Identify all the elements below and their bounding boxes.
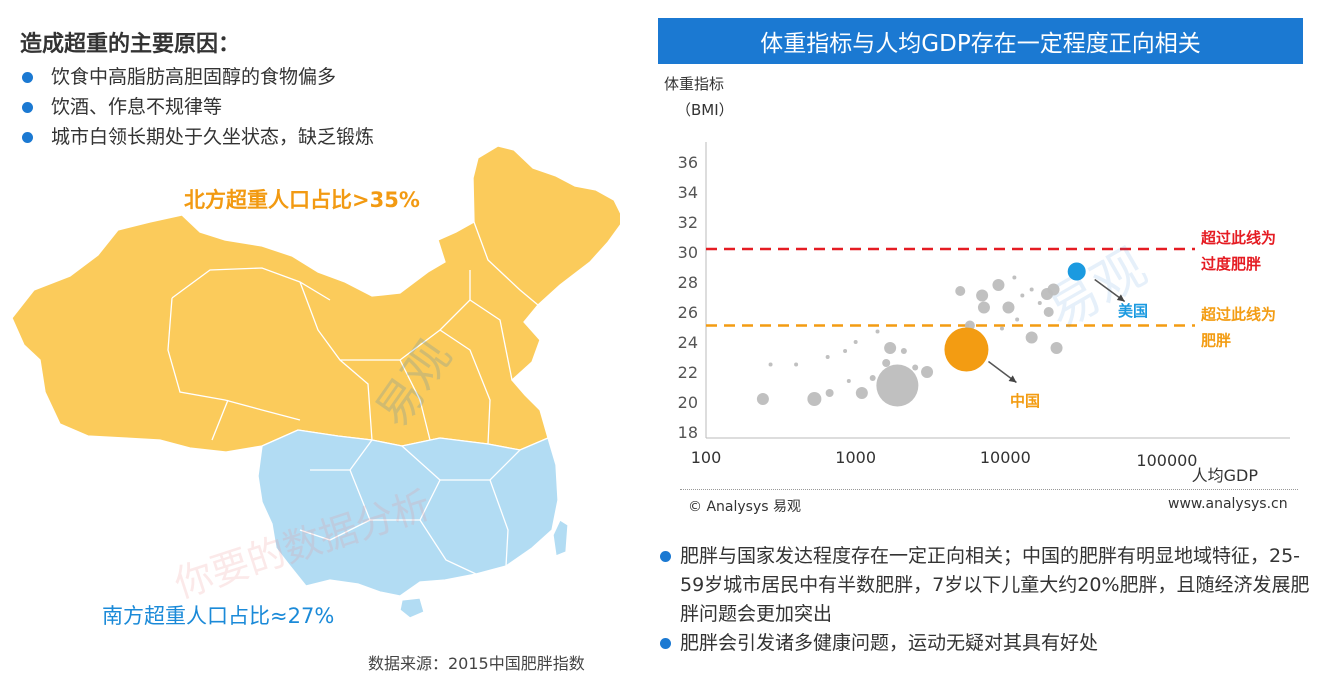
y-tick-label: 24 xyxy=(678,333,698,352)
data-point xyxy=(1012,275,1017,280)
y-tick-label: 30 xyxy=(678,243,698,262)
y-tick-label: 26 xyxy=(678,303,698,322)
highlight-label: 美国 xyxy=(1118,302,1148,320)
data-point xyxy=(807,392,822,406)
highlight-label: 中国 xyxy=(1010,392,1040,410)
data-point xyxy=(875,329,880,334)
reasons-title: 造成超重的主要原因： xyxy=(20,32,241,57)
data-point xyxy=(1025,331,1038,344)
x-tick-label: 10000 xyxy=(980,448,1031,467)
data-point xyxy=(1050,342,1063,354)
y-tick-label: 32 xyxy=(678,213,698,232)
bullet-dot-icon xyxy=(660,551,671,562)
y-tick-label: 34 xyxy=(678,183,698,202)
province-borders xyxy=(167,221,539,575)
x-tick-label: 100 xyxy=(691,448,722,467)
conclusion-item: 肥胖会引发诸多健康问题，运动无疑对其具有好处 xyxy=(660,629,1310,658)
data-point xyxy=(1047,283,1060,296)
data-point xyxy=(1043,307,1054,317)
reference-label: 肥胖 xyxy=(1201,332,1231,350)
chart-divider xyxy=(680,489,1298,490)
data-point xyxy=(1015,317,1020,322)
highlight-point xyxy=(944,327,989,372)
y-tick-label: 20 xyxy=(678,393,698,412)
data-point xyxy=(869,375,876,381)
data-point xyxy=(768,362,773,367)
reason-text: 饮酒、作息不规律等 xyxy=(51,96,223,118)
reason-text: 城市白领长期处于久坐状态，缺乏锻炼 xyxy=(51,126,375,148)
bullet-dot-icon xyxy=(22,101,33,113)
y-axis-unit: （BMI） xyxy=(676,101,734,119)
china-map: 易观 你要的数据分析 xyxy=(11,145,620,619)
hainan-region xyxy=(399,597,425,619)
y-tick-label: 22 xyxy=(678,363,698,382)
data-point xyxy=(882,359,891,367)
taiwan-region xyxy=(552,519,569,557)
south-region xyxy=(257,429,559,597)
conclusion-text: 肥胖与国家发达程度存在一定正向相关；中国的肥胖有明显地域特征，25-59岁城市居… xyxy=(680,545,1310,625)
chart-header: 体重指标与人均GDP存在一定程度正向相关 xyxy=(658,18,1303,64)
data-point xyxy=(1002,301,1015,314)
data-point xyxy=(756,393,769,405)
data-point xyxy=(825,389,834,397)
y-tick-label: 28 xyxy=(678,273,698,292)
north-region xyxy=(11,145,620,453)
data-point xyxy=(1020,293,1025,298)
data-point xyxy=(955,286,966,296)
bullet-dot-icon xyxy=(22,131,33,143)
x-axis-title: 人均GDP xyxy=(1192,466,1259,485)
data-point xyxy=(843,349,848,353)
data-point xyxy=(1029,287,1034,292)
data-point xyxy=(876,364,919,407)
data-point xyxy=(992,279,1005,291)
data-point xyxy=(999,326,1004,331)
data-point xyxy=(825,355,830,359)
data-point xyxy=(1037,301,1042,305)
reference-label: 超过此线为 xyxy=(1200,229,1276,247)
y-tick-label: 36 xyxy=(678,153,698,172)
copyright-text: © Analysys 易观 xyxy=(688,499,801,515)
data-point xyxy=(900,348,907,354)
data-point xyxy=(977,301,990,314)
data-point xyxy=(855,387,868,399)
reference-label: 超过此线为 xyxy=(1200,306,1276,324)
north-overweight-label: 北方超重人口占比>35% xyxy=(184,188,420,212)
arrow-head-icon xyxy=(1116,294,1125,302)
x-tick-label: 1000 xyxy=(835,448,876,467)
bmi-gdp-scatter-chart: 体重指标 （BMI） 18 20 22 24 26 28 30 32 34 36 100 1000 1000… xyxy=(664,75,1290,485)
conclusion-list: 肥胖与国家发达程度存在一定正向相关；中国的肥胖有明显地域特征，25-59岁城市居… xyxy=(660,542,1310,658)
y-tick-label: 18 xyxy=(678,423,698,442)
reference-label: 过度肥胖 xyxy=(1201,255,1261,273)
data-point xyxy=(884,342,897,354)
bullet-dot-icon xyxy=(22,71,33,83)
reasons-list: 饮食中高脂肪高胆固醇的食物偏多 饮酒、作息不规律等 城市白领长期处于久坐状态，缺… xyxy=(22,62,374,152)
data-point xyxy=(912,364,919,371)
data-point xyxy=(921,366,934,378)
data-point xyxy=(846,379,851,383)
conclusion-item: 肥胖与国家发达程度存在一定正向相关；中国的肥胖有明显地域特征，25-59岁城市居… xyxy=(660,542,1310,629)
chart-title: 体重指标与人均GDP存在一定程度正向相关 xyxy=(760,31,1201,57)
x-tick-label: 100000 xyxy=(1136,451,1197,470)
website-text: www.analysys.cn xyxy=(1168,496,1288,512)
reason-item: 城市白领长期处于久坐状态，缺乏锻炼 xyxy=(22,122,374,152)
south-overweight-label: 南方超重人口占比≈27% xyxy=(102,604,335,628)
highlight-point xyxy=(1067,262,1086,281)
data-point xyxy=(794,362,799,367)
conclusion-text: 肥胖会引发诸多健康问题，运动无疑对其具有好处 xyxy=(680,632,1099,654)
bullet-dot-icon xyxy=(660,638,671,649)
reason-item: 饮酒、作息不规律等 xyxy=(22,92,374,122)
data-point xyxy=(853,340,858,344)
reason-item: 饮食中高脂肪高胆固醇的食物偏多 xyxy=(22,62,374,92)
data-source-note: 数据来源：2015中国肥胖指数 xyxy=(368,654,585,673)
reason-text: 饮食中高脂肪高胆固醇的食物偏多 xyxy=(51,66,337,88)
y-axis-title: 体重指标 xyxy=(664,75,724,93)
data-point xyxy=(976,289,989,302)
arrow-head-icon xyxy=(1008,375,1017,383)
